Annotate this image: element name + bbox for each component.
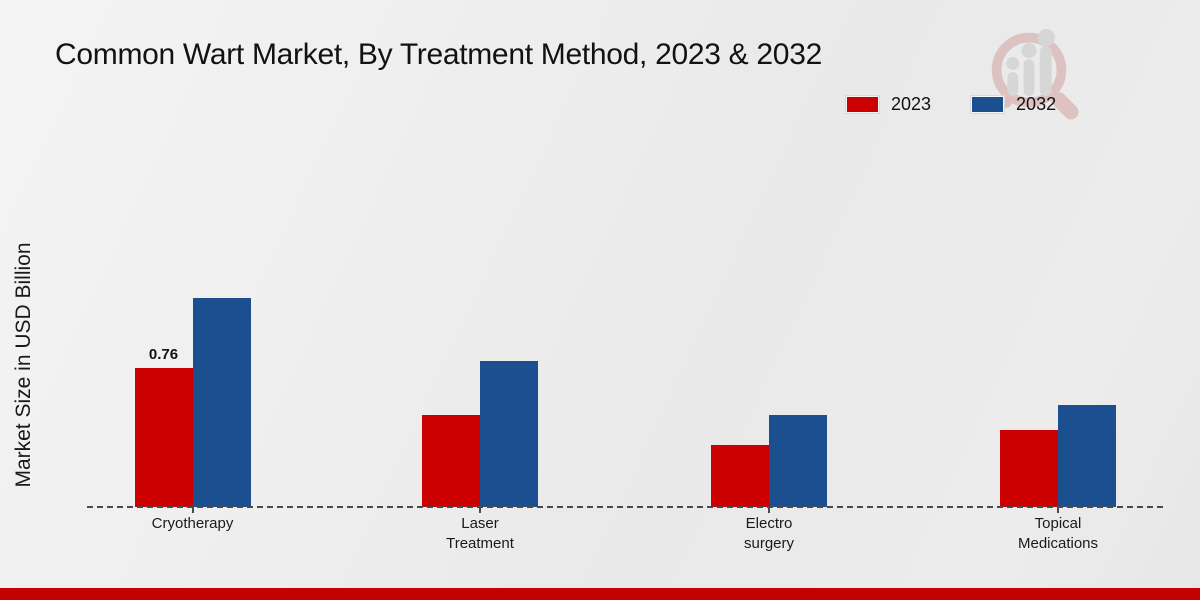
category-label: Electro surgery [743,515,795,552]
category-label: Laser Treatment [446,515,514,552]
bar-2023-laser [422,415,480,507]
bar-chart-magnifier-logo-icon [991,28,1079,120]
x-axis-baseline [87,506,1163,508]
x-tick [1057,507,1059,513]
legend-label-2023: 2023 [891,94,932,114]
legend-label-2032: 2032 [1016,94,1057,114]
bar-2032-electro [769,415,827,507]
category-label: Cryotherapy [151,515,234,532]
footer-band [0,588,1200,600]
legend-swatch-2032 [970,95,1006,114]
bar-2032-topical [1058,405,1116,507]
data-label-2023-cryotherapy: 0.76 [148,346,179,363]
category-label: Topical Medications [1017,515,1099,552]
bar-2023-electro [711,445,769,507]
legend: 2023 2032 [845,94,1057,115]
bar-2023-cryotherapy [134,368,193,507]
legend-item-2032: 2032 [970,94,1057,115]
legend-item-2023: 2023 [845,94,932,115]
bar-2032-cryotherapy [192,298,251,507]
x-tick [479,507,481,513]
x-tick [768,507,770,513]
x-tick [191,507,194,513]
bar-2032-laser [480,361,538,507]
legend-swatch-2023 [845,95,880,114]
chart-title: Common Wart Market, By Treatment Method,… [55,38,822,71]
bar-2023-topical [1000,430,1058,507]
